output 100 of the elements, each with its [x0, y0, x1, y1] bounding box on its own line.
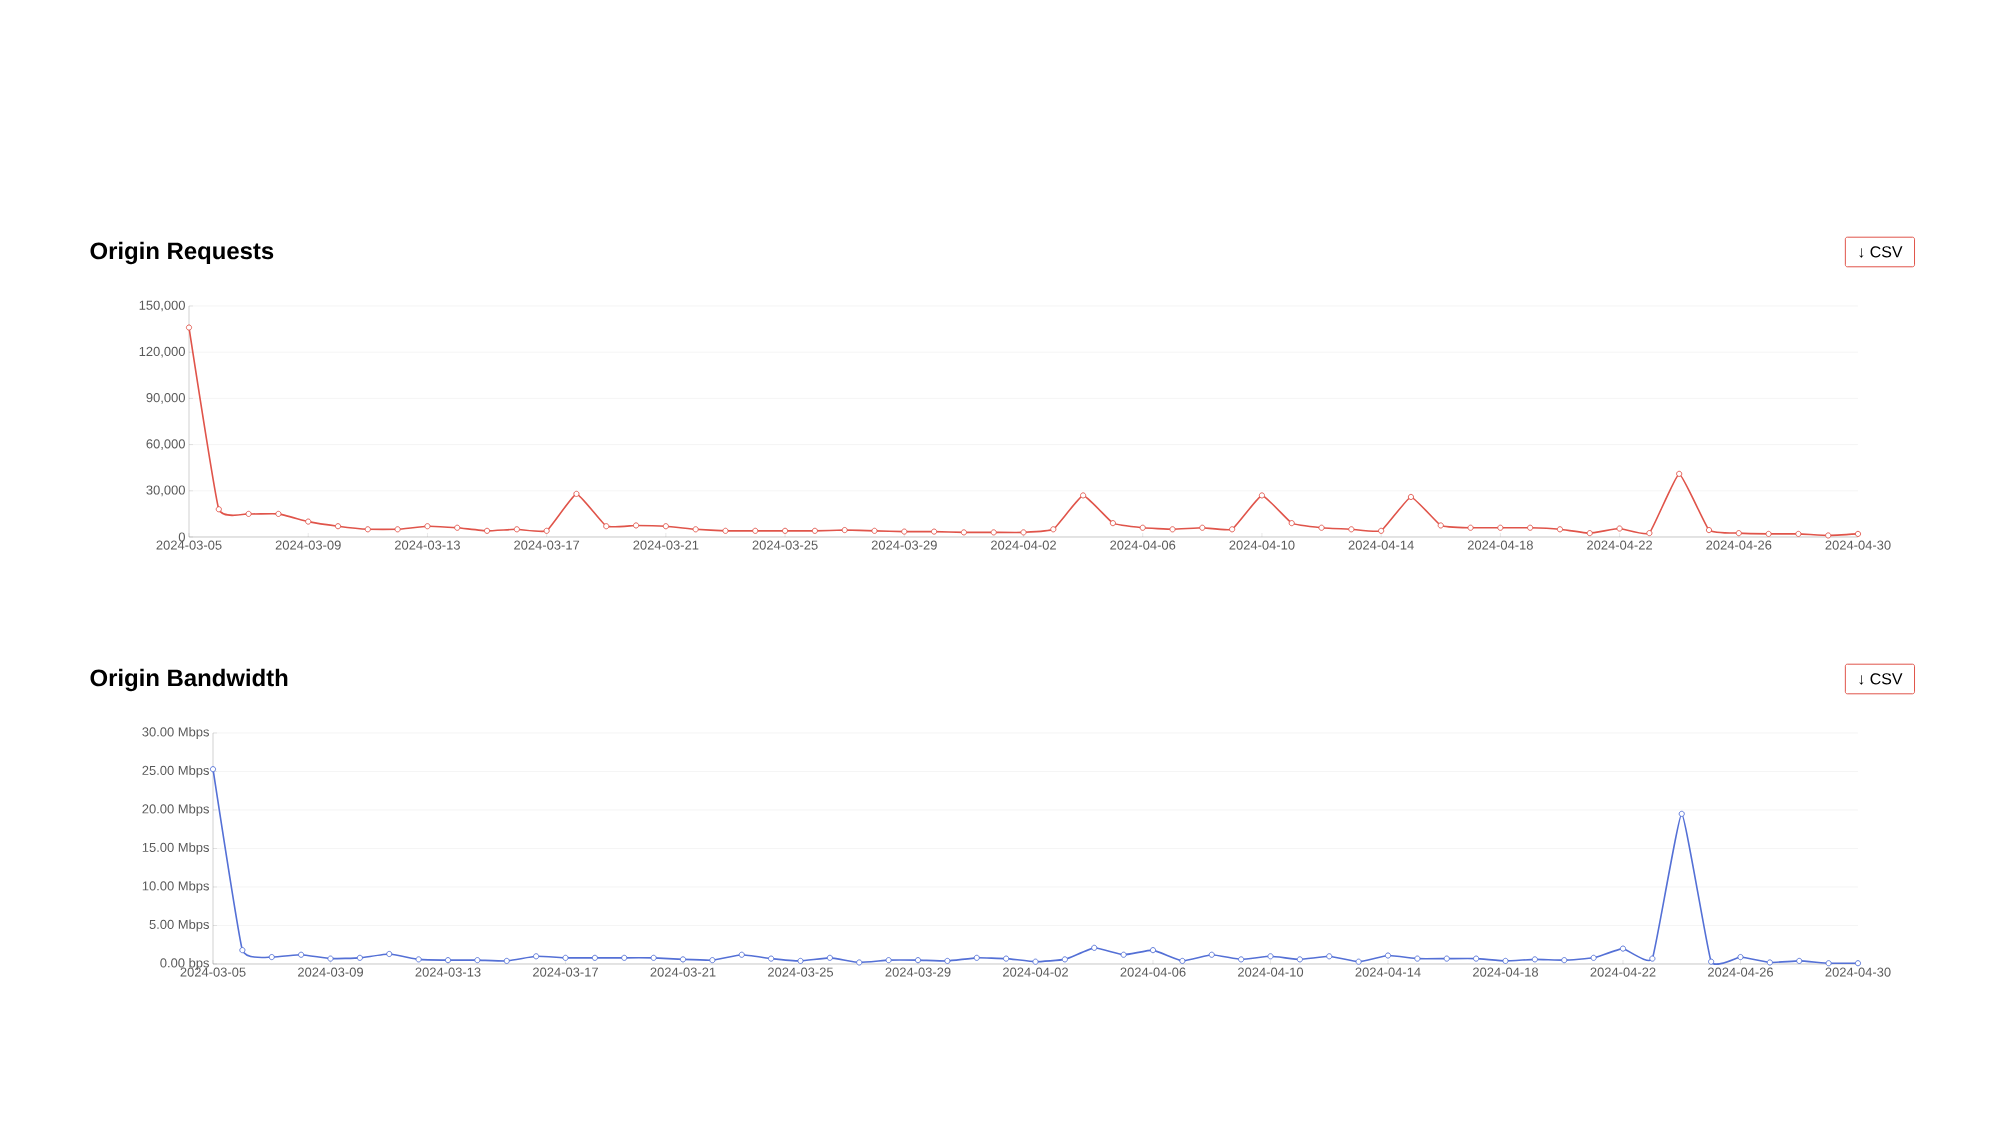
- chart-title: Origin Requests: [90, 241, 274, 265]
- point: [513, 526, 520, 533]
- point: [1208, 951, 1215, 958]
- point: [474, 957, 481, 964]
- point: [1169, 526, 1176, 533]
- point: [386, 950, 393, 958]
- y-tick-label: 60,000: [146, 439, 185, 450]
- point: [1527, 524, 1534, 531]
- point: [543, 527, 550, 534]
- x-tick-label: 2024-03-09: [298, 967, 363, 977]
- point: [533, 953, 540, 960]
- point: [1326, 953, 1333, 960]
- point: [1288, 520, 1295, 527]
- y-tick-label: 20.00 Mbps: [142, 803, 209, 817]
- point: [1497, 524, 1504, 531]
- point: [1139, 524, 1146, 531]
- text: ↓ CSV: [1859, 673, 1903, 685]
- point: [1267, 953, 1274, 960]
- x-tick-label: 2024-04-18: [1473, 967, 1539, 977]
- x-tick-label: 2024-03-17: [514, 540, 580, 550]
- x-tick-label: 2024-03-09: [275, 540, 341, 550]
- x-tick-label: 2024-04-10: [1229, 540, 1295, 550]
- point: [424, 523, 431, 530]
- point: [752, 527, 759, 534]
- x-tick-label: 2024-04-02: [1003, 967, 1068, 977]
- point: [856, 959, 863, 966]
- point: [1238, 956, 1245, 963]
- point: [1080, 492, 1087, 499]
- point: [633, 522, 640, 529]
- point: [1296, 956, 1303, 963]
- point: [1467, 524, 1474, 531]
- point: [1561, 957, 1568, 964]
- point: [1737, 954, 1744, 961]
- point: [1179, 957, 1186, 964]
- point: [901, 528, 908, 535]
- point: [1120, 951, 1127, 958]
- point: [1378, 527, 1385, 534]
- point: [415, 956, 422, 963]
- point: [603, 523, 610, 530]
- point: [650, 954, 657, 961]
- point: [1348, 526, 1355, 533]
- point: [885, 957, 892, 964]
- point: [1003, 955, 1010, 962]
- point: [1258, 492, 1265, 499]
- point: [1199, 524, 1206, 531]
- point: [990, 529, 997, 536]
- point: [1318, 524, 1325, 531]
- point: [662, 523, 669, 530]
- point: [1091, 944, 1098, 951]
- point: [1676, 470, 1683, 477]
- point: [1229, 526, 1236, 533]
- x-tick-label: 2024-04-06: [1120, 967, 1186, 977]
- x-tick-label: 2024-03-13: [415, 967, 481, 977]
- point: [1708, 958, 1715, 965]
- y-tick-label: 0: [178, 532, 185, 542]
- x-tick-label: 2024-03-29: [871, 540, 937, 550]
- point: [1649, 955, 1656, 962]
- point: [811, 527, 818, 534]
- point: [245, 510, 252, 517]
- point: [1678, 810, 1685, 817]
- point: [1705, 527, 1713, 534]
- x-tick-label: 2024-04-22: [1587, 540, 1653, 550]
- x-tick-label: 2024-04-26: [1706, 540, 1772, 550]
- x-tick-label: 2024-04-22: [1590, 967, 1656, 977]
- point: [973, 954, 980, 961]
- point: [275, 510, 282, 517]
- point: [1355, 958, 1362, 965]
- point: [1735, 530, 1742, 537]
- point: [1020, 529, 1027, 536]
- point: [1795, 530, 1802, 537]
- x-tick-label: 2024-03-13: [394, 540, 460, 550]
- point: [1061, 956, 1068, 963]
- point: [268, 954, 275, 961]
- point: [1646, 530, 1653, 537]
- point: [738, 951, 745, 958]
- point: [768, 955, 775, 962]
- point: [305, 518, 312, 525]
- point: [334, 523, 342, 530]
- point: [483, 527, 491, 534]
- point: [1825, 532, 1832, 539]
- y-tick-label: 30,000: [146, 485, 185, 497]
- y-tick-label: 150,000: [139, 300, 185, 312]
- text: ↓ CSV: [1859, 246, 1903, 258]
- point: [709, 957, 716, 964]
- point: [562, 954, 569, 961]
- point: [1531, 956, 1538, 963]
- y-tick-label: 15.00 Mbps: [142, 842, 209, 855]
- point: [1616, 525, 1623, 532]
- point: [591, 954, 598, 961]
- x-tick-label: 2024-04-30: [1825, 967, 1891, 977]
- point: [1854, 960, 1862, 967]
- x-tick-label: 2024-04-26: [1708, 967, 1774, 977]
- point: [1766, 959, 1773, 966]
- point: [1590, 954, 1597, 961]
- point: [185, 324, 193, 331]
- point: [444, 957, 452, 964]
- point: [1437, 522, 1444, 529]
- x-tick-label: 2024-04-02: [991, 540, 1056, 550]
- point: [327, 955, 334, 962]
- x-tick-label: 2024-03-25: [752, 540, 818, 550]
